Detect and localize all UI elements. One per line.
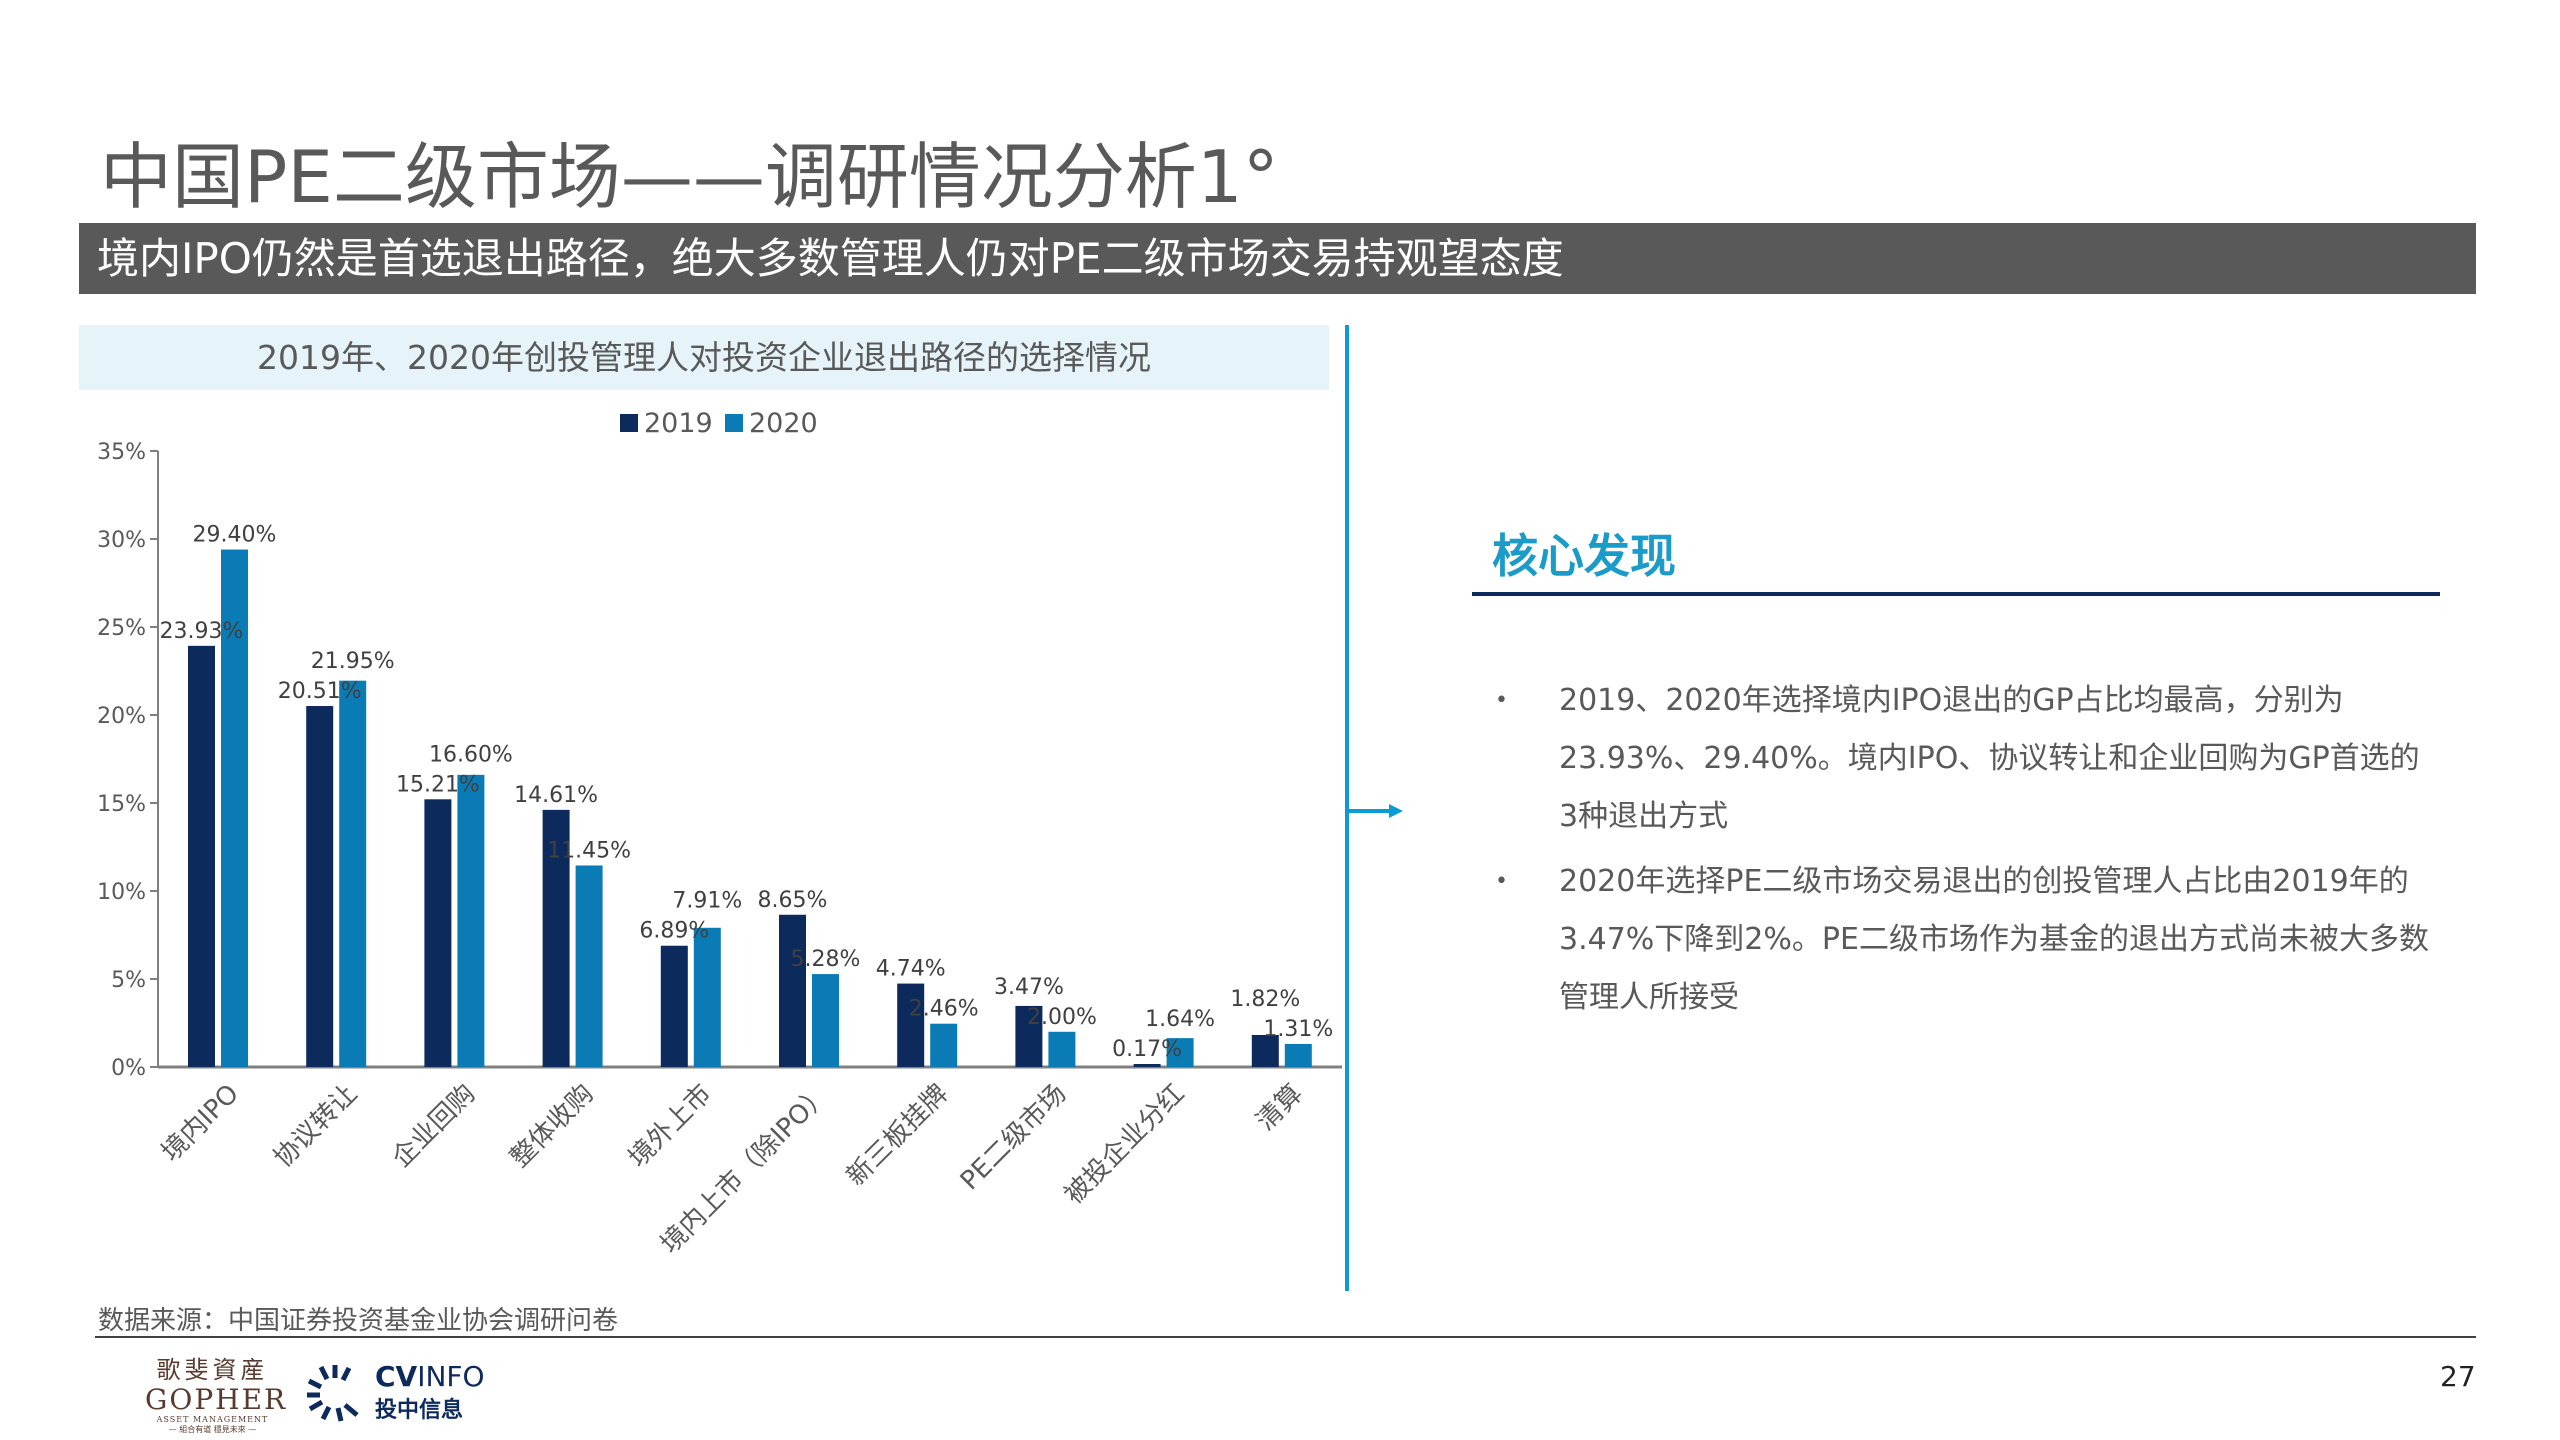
y-tick-label: 0% <box>111 1056 146 1081</box>
gopher-logo-cn: 歌斐資産 <box>156 1356 269 1384</box>
page-title: 中国PE二级市场——调研情况分析1° <box>100 135 1279 219</box>
bar-2020 <box>1166 1038 1194 1067</box>
bar-2020 <box>339 680 367 1067</box>
gopher-logo-en: GOPHER <box>145 1383 288 1416</box>
x-tick-label: 境内IPO <box>156 1079 245 1168</box>
key-findings-title: 核心发现 <box>1492 529 1676 583</box>
legend-swatch-2019 <box>620 414 638 432</box>
data-label-2019: 15.21% <box>396 772 480 797</box>
y-tick-label: 30% <box>97 528 146 553</box>
data-label-2020: 29.40% <box>193 523 277 548</box>
x-tick-label: 整体收购 <box>505 1079 600 1174</box>
data-label-2020: 5.28% <box>791 947 861 972</box>
page-number: 27 <box>2440 1360 2476 1393</box>
data-label-2019: 23.93% <box>160 619 244 644</box>
bullet-icon: • <box>1495 688 1508 713</box>
cvinfo-burst-icon <box>307 1365 359 1422</box>
data-label-2019: 8.65% <box>758 888 828 913</box>
gopher-logo: 歌斐資産 GOPHER ASSET MANAGEMENT — 組合有道 穩見未來… <box>145 1350 288 1435</box>
legend-label-2019: 2019 <box>644 408 713 439</box>
data-label-2020: 16.60% <box>429 742 513 767</box>
bar-2020 <box>1284 1043 1312 1067</box>
gopher-logo-slogan: — 組合有道 穩見未來 — <box>168 1425 257 1434</box>
x-tick-label: 新三板挂牌 <box>841 1079 954 1192</box>
data-label-2020: 21.95% <box>311 649 395 674</box>
data-label-2019: 3.47% <box>994 975 1064 1000</box>
finding-item: • 2019、2020年选择境内IPO退出的GP占比均最高，分别为23.93%、… <box>1495 672 2435 846</box>
y-tick-label: 15% <box>97 792 146 817</box>
data-label-2020: 11.45% <box>547 838 631 863</box>
legend-label-2020: 2020 <box>749 408 818 439</box>
data-label-2020: 2.00% <box>1027 1005 1097 1030</box>
bar-2020 <box>221 549 248 1067</box>
cvinfo-logo-light: INFO <box>417 1360 485 1393</box>
x-tick-label: 境外上市 <box>623 1079 718 1174</box>
legend-swatch-2020 <box>725 414 743 432</box>
bullet-icon: • <box>1495 869 1508 894</box>
bar-2019 <box>897 983 925 1067</box>
bar-2020 <box>1048 1031 1076 1067</box>
bar-2019 <box>779 914 806 1067</box>
y-tick-label: 5% <box>111 968 146 993</box>
x-tick-label: PE二级市场 <box>955 1079 1072 1196</box>
bar-2019 <box>1251 1034 1279 1067</box>
data-label-2020: 7.91% <box>672 889 742 914</box>
footer-divider <box>95 1336 2476 1338</box>
data-label-2020: 2.46% <box>909 997 979 1022</box>
bar-2020 <box>575 865 603 1067</box>
gopher-logo-sub: ASSET MANAGEMENT <box>156 1415 269 1424</box>
x-tick-label: 清算 <box>1251 1079 1309 1137</box>
data-label-2019: 20.51% <box>278 679 362 704</box>
y-tick-label: 20% <box>97 704 146 729</box>
bar-2020 <box>812 974 839 1067</box>
data-label-2020: 1.64% <box>1145 1007 1215 1032</box>
vertical-divider <box>1345 325 1349 1291</box>
data-label-2019: 14.61% <box>514 783 598 808</box>
finding-item: • 2020年选择PE二级市场交易退出的创投管理人占比由2019年的3.47%下… <box>1495 853 2435 1027</box>
cvinfo-logo: CVINFO 投中信息 <box>305 1362 485 1424</box>
cvinfo-logo-bold: CV <box>375 1360 418 1393</box>
headline-banner: 境内IPO仍然是首选退出路径，绝大多数管理人仍对PE二级市场交易持观望态度 <box>79 223 2476 294</box>
bar-2019 <box>424 799 452 1067</box>
data-label-2019: 1.82% <box>1230 987 1300 1012</box>
y-tick-label: 25% <box>97 616 146 641</box>
bar-2019 <box>306 706 334 1067</box>
x-tick-label: 被投企业分红 <box>1059 1079 1191 1211</box>
bar-2020 <box>693 927 721 1067</box>
y-tick-label: 35% <box>97 440 146 465</box>
data-label-2020: 1.31% <box>1263 1017 1333 1042</box>
y-tick-label: 10% <box>97 880 146 905</box>
data-label-2019: 0.17% <box>1112 1037 1182 1062</box>
bar-2020 <box>930 1023 958 1067</box>
chart-title: 2019年、2020年创投管理人对投资企业退出路径的选择情况 <box>79 325 1329 390</box>
x-tick-label: 协议转让 <box>268 1079 363 1174</box>
finding-text: 2019、2020年选择境内IPO退出的GP占比均最高，分别为23.93%、29… <box>1559 683 2420 834</box>
arrow-right-icon <box>1349 804 1403 818</box>
bar-2019 <box>1015 1005 1043 1067</box>
bar-2019 <box>188 645 215 1067</box>
bar-2020 <box>457 774 485 1067</box>
finding-text: 2020年选择PE二级市场交易退出的创投管理人占比由2019年的3.47%下降到… <box>1559 864 2429 1015</box>
bar-2019 <box>660 945 688 1067</box>
cvinfo-logo-cn: 投中信息 <box>375 1398 464 1423</box>
x-tick-label: 企业回购 <box>387 1079 482 1174</box>
key-findings-underline <box>1472 592 2440 596</box>
bar-2019 <box>542 809 570 1067</box>
bar-2019 <box>1133 1064 1161 1067</box>
data-source: 数据来源：中国证券投资基金业协会调研问卷 <box>98 1306 619 1336</box>
data-label-2019: 4.74% <box>876 957 946 982</box>
data-label-2019: 6.89% <box>639 919 709 944</box>
